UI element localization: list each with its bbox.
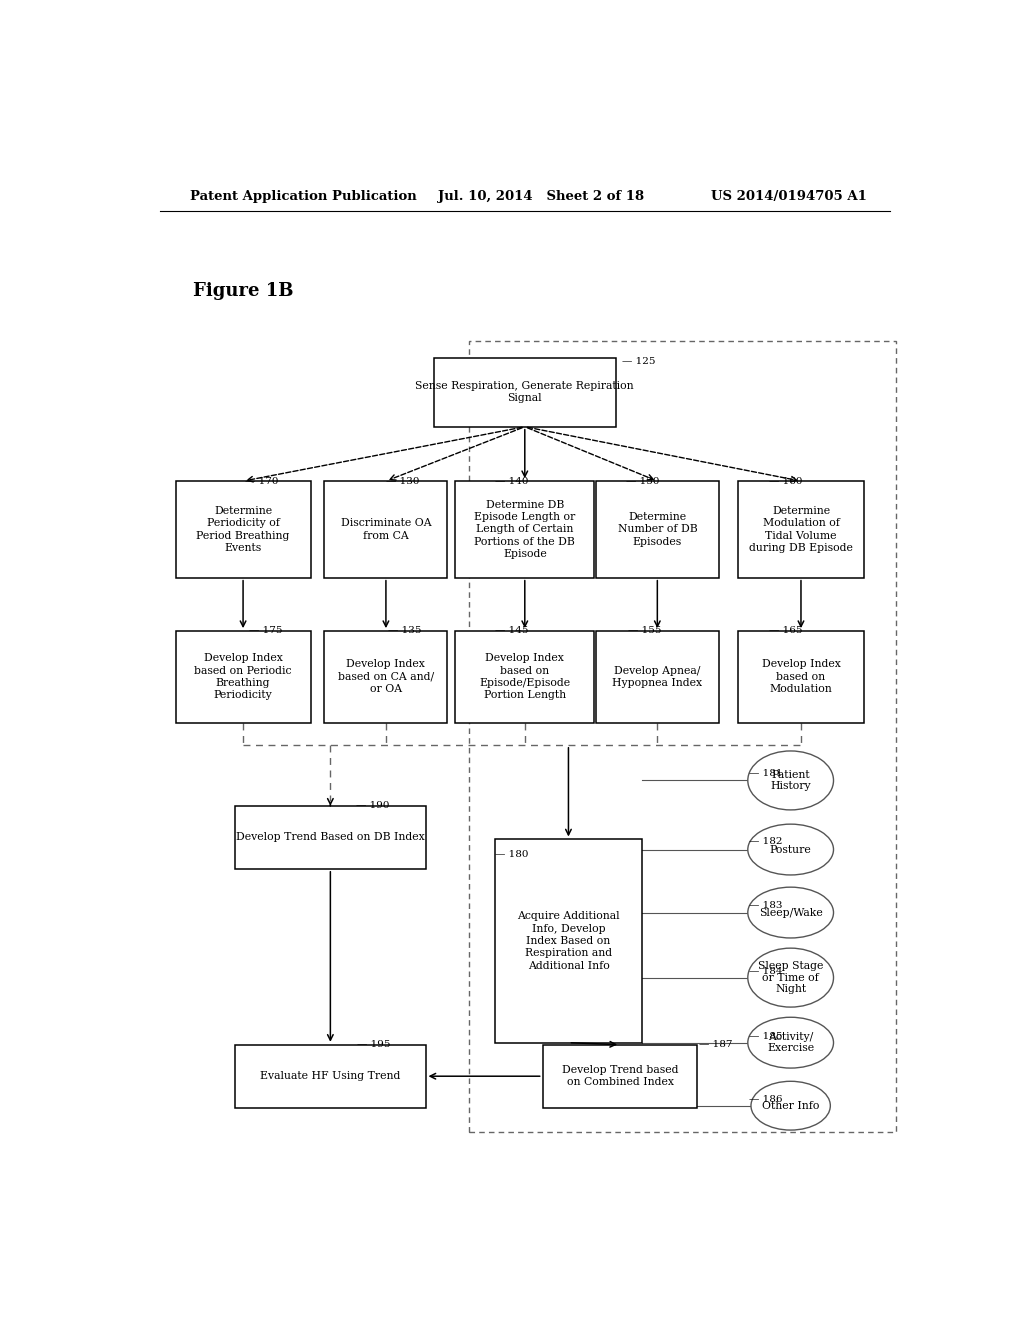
Bar bbox=[596, 631, 719, 722]
Text: — 135: — 135 bbox=[388, 626, 422, 635]
Text: Discriminate OA
from CA: Discriminate OA from CA bbox=[341, 519, 431, 541]
Text: — 181: — 181 bbox=[749, 768, 782, 777]
Bar bbox=[456, 480, 594, 578]
Bar bbox=[738, 480, 863, 578]
Text: Posture: Posture bbox=[770, 845, 812, 854]
Text: Acquire Additional
Info, Develop
Index Based on
Respiration and
Additional Info: Acquire Additional Info, Develop Index B… bbox=[517, 911, 620, 970]
Text: — 165: — 165 bbox=[769, 626, 803, 635]
Text: Patient
History: Patient History bbox=[770, 770, 811, 791]
Text: Sense Respiration, Generate Repiration
Signal: Sense Respiration, Generate Repiration S… bbox=[416, 381, 634, 404]
Bar bbox=[456, 631, 594, 722]
Text: — 182: — 182 bbox=[749, 837, 782, 846]
Text: Develop Trend based
on Combined Index: Develop Trend based on Combined Index bbox=[562, 1065, 678, 1088]
Text: — 160: — 160 bbox=[769, 477, 803, 486]
Text: Jul. 10, 2014   Sheet 2 of 18: Jul. 10, 2014 Sheet 2 of 18 bbox=[437, 190, 644, 202]
Bar bbox=[176, 480, 310, 578]
Text: — 185: — 185 bbox=[749, 1032, 782, 1041]
Text: — 155: — 155 bbox=[628, 626, 662, 635]
Text: Develop Index
based on
Episode/Episode
Portion Length: Develop Index based on Episode/Episode P… bbox=[479, 653, 570, 701]
Text: — 140: — 140 bbox=[495, 477, 528, 486]
Text: — 145: — 145 bbox=[496, 626, 529, 635]
Bar bbox=[596, 480, 719, 578]
Ellipse shape bbox=[751, 1081, 830, 1130]
Ellipse shape bbox=[748, 751, 834, 810]
Bar bbox=[236, 805, 426, 869]
Text: Activity/
Exercise: Activity/ Exercise bbox=[767, 1032, 814, 1053]
Text: Evaluate HF Using Trend: Evaluate HF Using Trend bbox=[260, 1072, 400, 1081]
Bar bbox=[469, 342, 896, 1133]
Text: — 170: — 170 bbox=[246, 477, 279, 486]
Text: — 180: — 180 bbox=[495, 850, 528, 859]
Text: — 187: — 187 bbox=[699, 1040, 733, 1049]
Text: — 175: — 175 bbox=[249, 626, 283, 635]
Text: Determine DB
Episode Length or
Length of Certain
Portions of the DB
Episode: Determine DB Episode Length or Length of… bbox=[474, 499, 575, 560]
Text: Figure 1B: Figure 1B bbox=[194, 281, 294, 300]
Text: — 183: — 183 bbox=[749, 902, 782, 909]
Bar bbox=[325, 631, 447, 722]
Text: Develop Trend Based on DB Index: Develop Trend Based on DB Index bbox=[236, 833, 425, 842]
Bar bbox=[236, 1044, 426, 1107]
Text: Other Info: Other Info bbox=[762, 1101, 819, 1110]
Text: US 2014/0194705 A1: US 2014/0194705 A1 bbox=[712, 190, 867, 202]
Text: Patent Application Publication: Patent Application Publication bbox=[189, 190, 417, 202]
Ellipse shape bbox=[748, 948, 834, 1007]
Bar bbox=[325, 480, 447, 578]
Text: Determine
Number of DB
Episodes: Determine Number of DB Episodes bbox=[617, 512, 697, 546]
Text: — 195: — 195 bbox=[356, 1040, 390, 1049]
Text: Develop Index
based on CA and/
or OA: Develop Index based on CA and/ or OA bbox=[338, 660, 434, 694]
Text: — 125: — 125 bbox=[623, 358, 656, 366]
Text: Develop Index
based on
Modulation: Develop Index based on Modulation bbox=[762, 660, 841, 694]
Text: — 130: — 130 bbox=[386, 477, 420, 486]
Bar bbox=[543, 1044, 697, 1107]
Ellipse shape bbox=[748, 887, 834, 939]
Text: — 150: — 150 bbox=[627, 477, 659, 486]
Text: Sleep Stage
or Time of
Night: Sleep Stage or Time of Night bbox=[758, 961, 823, 994]
Text: — 184: — 184 bbox=[749, 968, 782, 975]
Text: Sleep/Wake: Sleep/Wake bbox=[759, 908, 822, 917]
Text: — 186: — 186 bbox=[749, 1096, 782, 1104]
Bar bbox=[738, 631, 863, 722]
Text: Develop Apnea/
Hypopnea Index: Develop Apnea/ Hypopnea Index bbox=[612, 665, 702, 688]
Bar bbox=[176, 631, 310, 722]
Ellipse shape bbox=[748, 824, 834, 875]
Bar bbox=[433, 358, 616, 426]
Text: Develop Index
based on Periodic
Breathing
Periodicity: Develop Index based on Periodic Breathin… bbox=[195, 653, 292, 701]
Ellipse shape bbox=[748, 1018, 834, 1068]
Bar bbox=[495, 840, 642, 1043]
Text: Determine
Periodicity of
Period Breathing
Events: Determine Periodicity of Period Breathin… bbox=[197, 506, 290, 553]
Text: Determine
Modulation of
Tidal Volume
during DB Episode: Determine Modulation of Tidal Volume dur… bbox=[749, 506, 853, 553]
Text: — 190: — 190 bbox=[355, 801, 389, 810]
